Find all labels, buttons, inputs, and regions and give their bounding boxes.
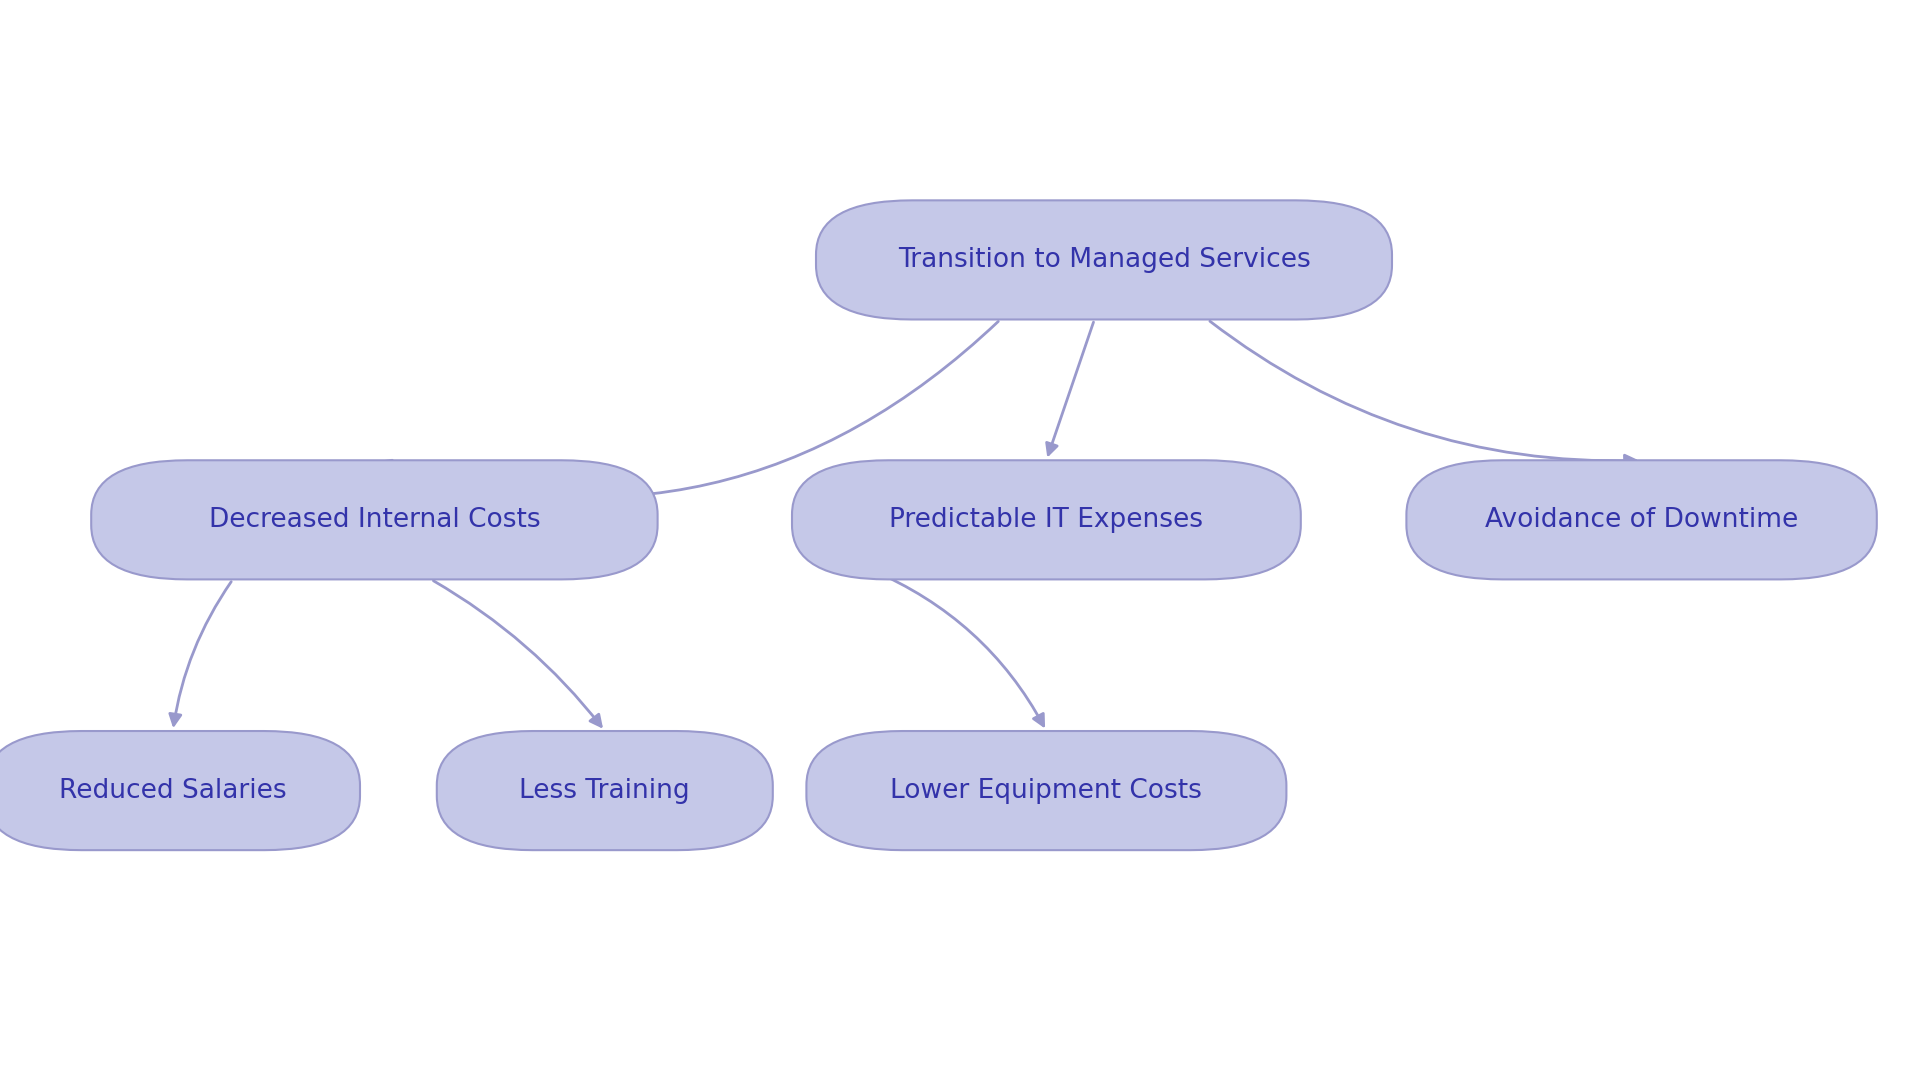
Text: Reduced Salaries: Reduced Salaries [60,778,286,804]
Text: Transition to Managed Services: Transition to Managed Services [899,247,1309,273]
Text: Lower Equipment Costs: Lower Equipment Costs [891,778,1202,804]
FancyBboxPatch shape [92,460,657,579]
FancyBboxPatch shape [0,731,361,850]
FancyBboxPatch shape [438,731,772,850]
FancyBboxPatch shape [1405,460,1876,579]
FancyBboxPatch shape [816,200,1392,319]
FancyBboxPatch shape [806,731,1286,850]
Text: Decreased Internal Costs: Decreased Internal Costs [209,507,540,533]
Text: Avoidance of Downtime: Avoidance of Downtime [1484,507,1799,533]
Text: Less Training: Less Training [520,778,689,804]
Text: Predictable IT Expenses: Predictable IT Expenses [889,507,1204,533]
FancyBboxPatch shape [793,460,1302,579]
